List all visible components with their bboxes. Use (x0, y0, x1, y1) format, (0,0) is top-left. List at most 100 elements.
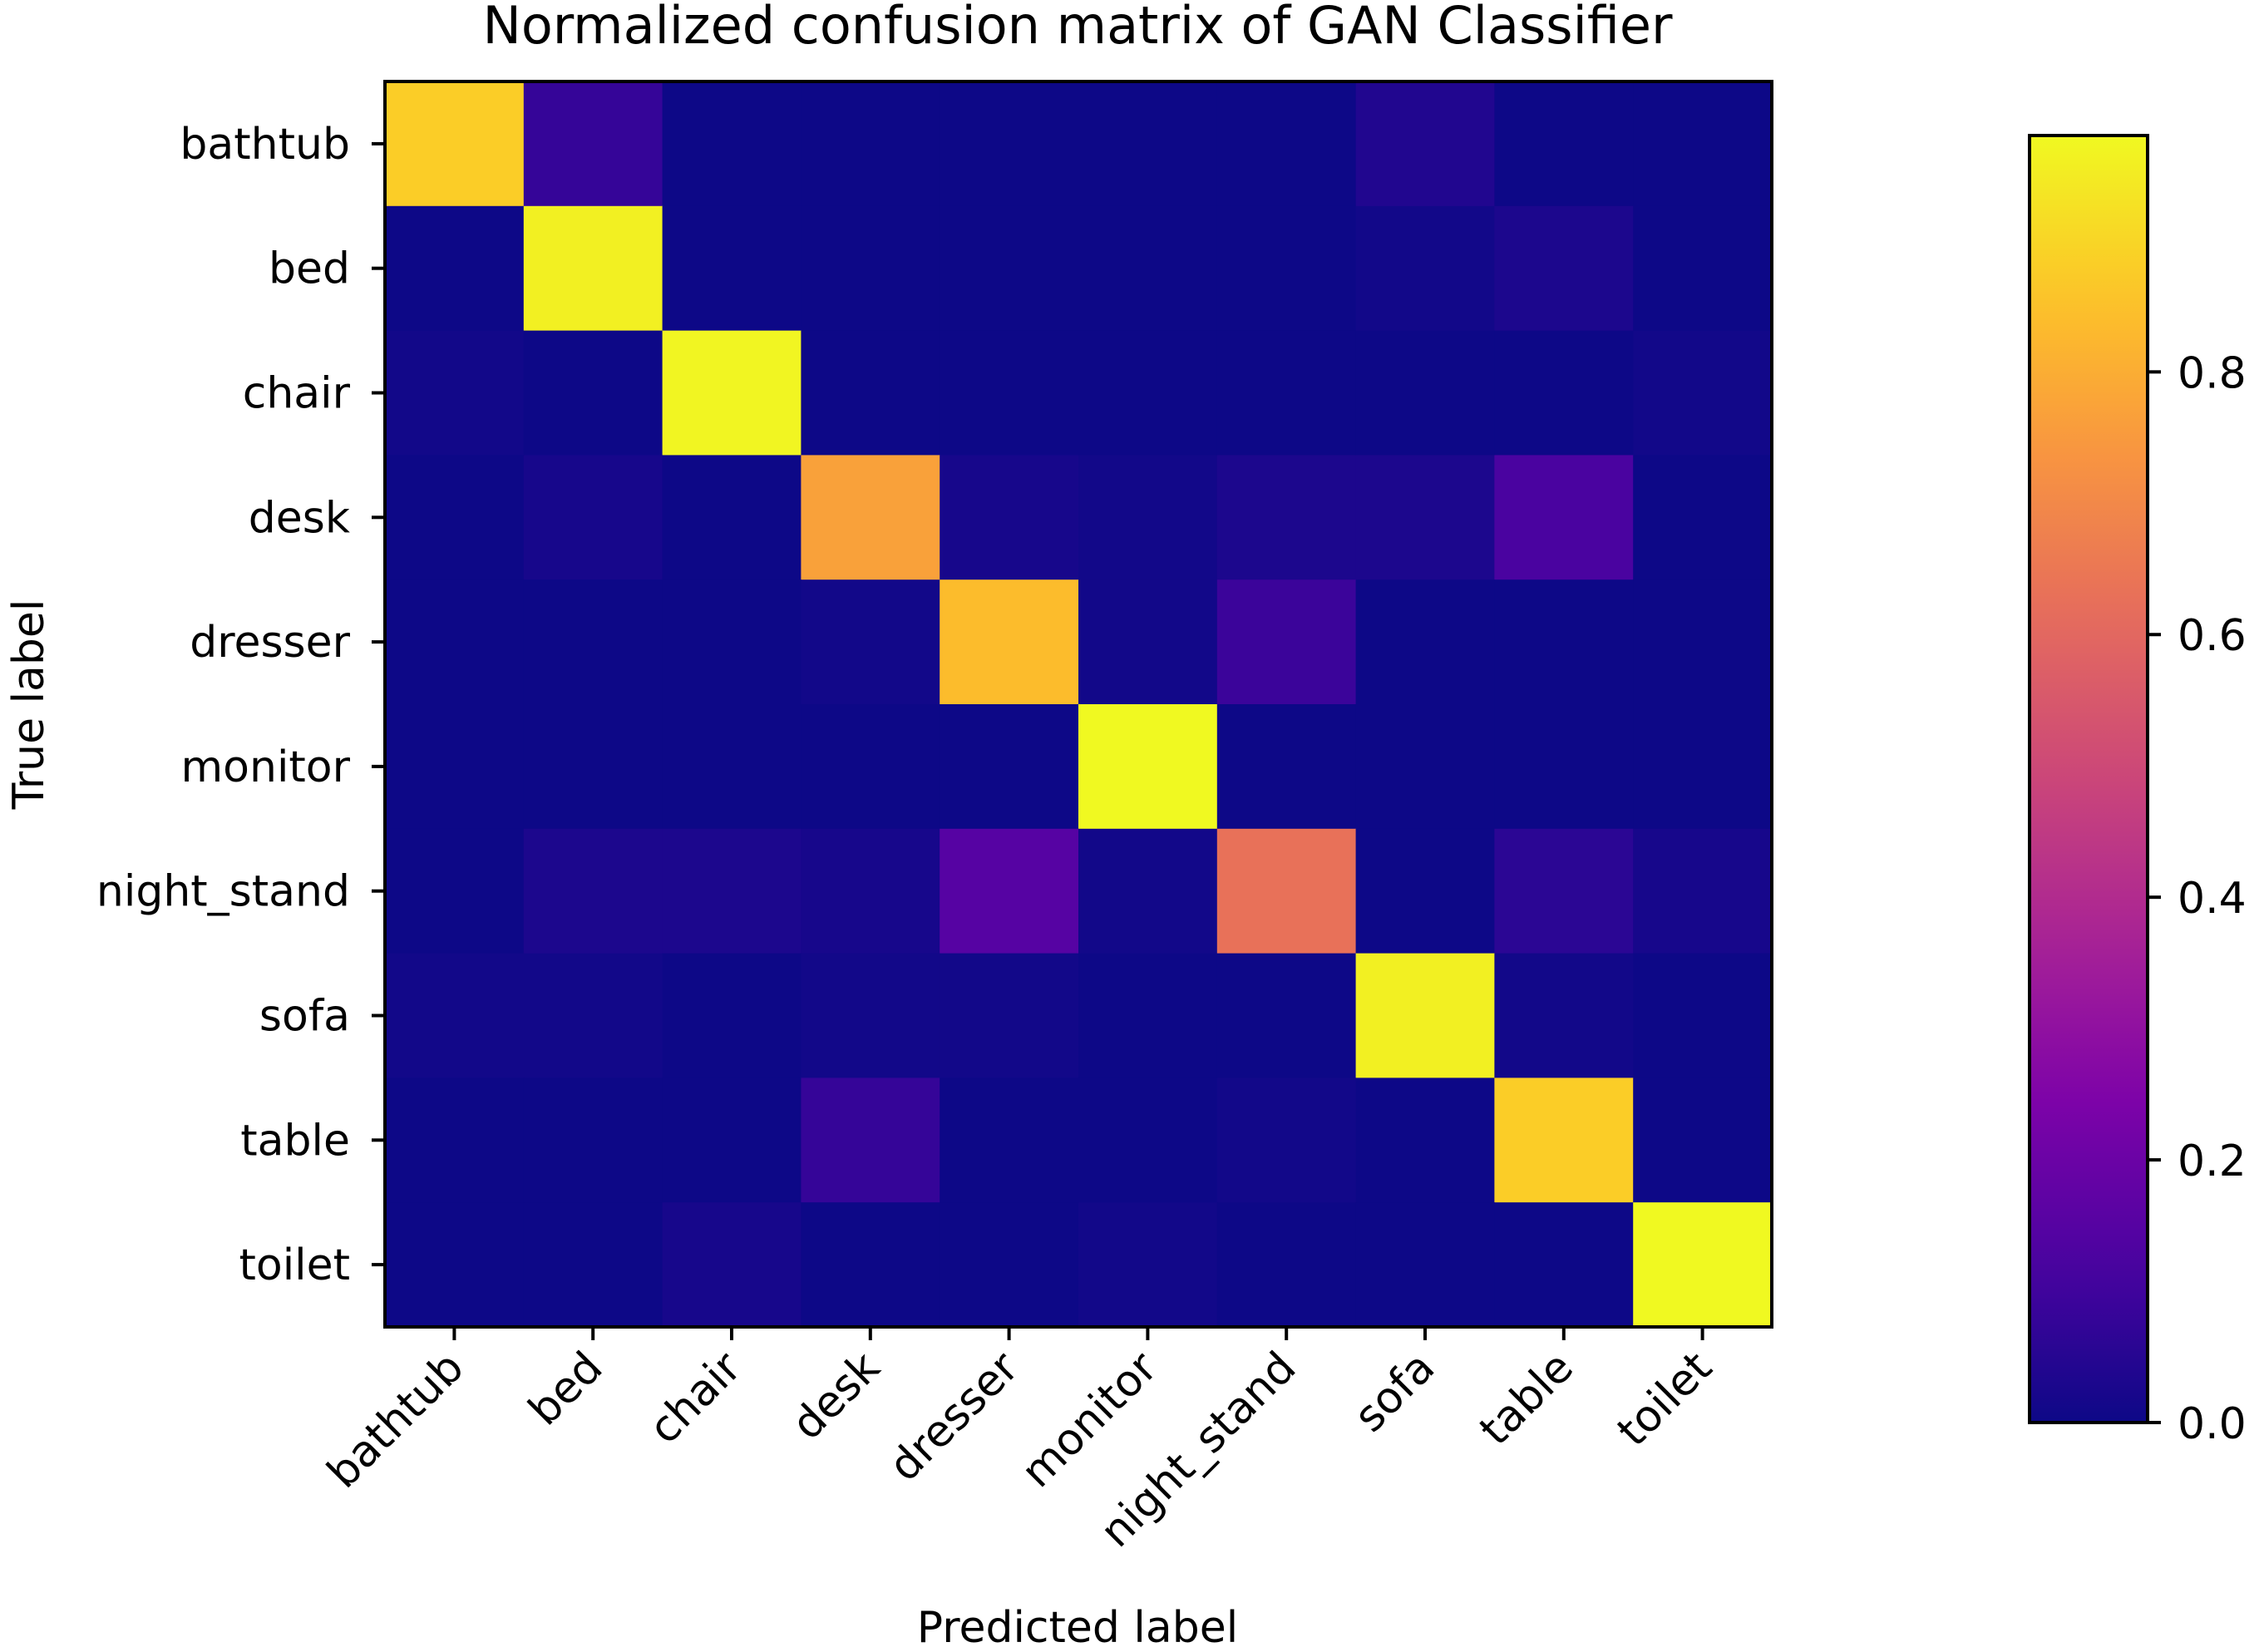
heatmap-cell (1216, 1077, 1357, 1203)
heatmap-cell (1078, 1202, 1218, 1328)
heatmap-cell (523, 1202, 663, 1328)
heatmap-cell (385, 81, 525, 207)
x-tick-label: chair (639, 1342, 751, 1453)
heatmap-cell (1355, 330, 1495, 456)
heatmap-cell (1355, 1202, 1495, 1328)
heatmap-cell (1633, 579, 1773, 705)
x-tick-label: toilet (1608, 1343, 1722, 1457)
heatmap-cell (801, 205, 940, 332)
heatmap-cell (801, 81, 940, 207)
colorbar-frame (2028, 134, 2149, 1424)
heatmap-cell (1078, 704, 1218, 830)
x-tick-label: table (1470, 1343, 1583, 1456)
heatmap-cell (523, 205, 663, 332)
heatmap-cell (1078, 205, 1218, 332)
heatmap-cell (523, 828, 663, 954)
heatmap-cell (523, 953, 663, 1078)
heatmap-cell (1355, 579, 1495, 705)
heatmap-cell (1216, 81, 1357, 207)
heatmap-cell (1216, 828, 1357, 954)
y-tick-label: dresser (190, 618, 350, 668)
heatmap-cell (1216, 953, 1357, 1078)
colorbar-gradient (2030, 136, 2148, 1423)
heatmap-cell (1494, 81, 1634, 207)
heatmap-cell (1633, 81, 1773, 207)
heatmap-cell (1494, 953, 1634, 1078)
y-tick-label: sofa (259, 992, 350, 1042)
heatmap-cell (1633, 1077, 1773, 1203)
heatmap-cell (1494, 1077, 1634, 1203)
heatmap-cell (1078, 953, 1218, 1078)
heatmap-cell (1633, 953, 1773, 1078)
y-tick-label: night_stand (96, 867, 350, 917)
heatmap-cell (1355, 1077, 1495, 1203)
heatmap-cell (1633, 205, 1773, 332)
heatmap-cell (523, 1077, 663, 1203)
heatmap-cell (1078, 455, 1218, 580)
heatmap-cell (662, 579, 802, 705)
heatmap-cell (1078, 828, 1218, 954)
heatmap-cell (1216, 330, 1357, 456)
heatmap-cell (1494, 828, 1634, 954)
heatmap-cell (940, 81, 1079, 207)
heatmap-cell (1633, 1202, 1773, 1328)
heatmap-cell (940, 455, 1079, 580)
heatmap-cell (801, 579, 940, 705)
heatmap-cell (1078, 330, 1218, 456)
colorbar: 0.0 0.2 0.4 0.6 0.8 (2028, 134, 2247, 1449)
x-axis-ticks: bathtub bed chair deskdressermonitornight_s… (318, 1327, 1722, 1557)
heatmap-cell (1494, 704, 1634, 830)
colorbar-tick-label: 0.4 (2178, 874, 2247, 924)
heatmap-cell (523, 330, 663, 456)
y-tick-label: toilet (239, 1240, 350, 1290)
heatmap-cell (801, 1077, 940, 1203)
colorbar-tick-label: 0.8 (2178, 348, 2247, 398)
heatmap-cell (1216, 1202, 1357, 1328)
colorbar-tick-label: 0.0 (2178, 1399, 2247, 1449)
x-tick-label: bathtub (318, 1343, 474, 1498)
heatmap-cell (385, 579, 525, 705)
heatmap-cell (1078, 81, 1218, 207)
heatmap-cell (1355, 205, 1495, 332)
x-tick-label: desk (782, 1343, 890, 1450)
y-tick-label: monitor (181, 742, 351, 792)
y-axis-label: True label (4, 599, 54, 811)
heatmap-cell (523, 704, 663, 830)
heatmap-cell (801, 455, 940, 580)
heatmap-cell (385, 1077, 525, 1203)
x-tick-label: dresser (880, 1342, 1028, 1491)
heatmap-cell (801, 953, 940, 1078)
colorbar-tick-label: 0.2 (2178, 1137, 2247, 1186)
colorbar-tick-label: 0.6 (2178, 611, 2247, 661)
heatmap-cell (385, 828, 525, 954)
heatmap-cell (1078, 579, 1218, 705)
heatmap-cell (1494, 455, 1634, 580)
heatmap-cell (1355, 953, 1495, 1078)
heatmap-cell (1216, 704, 1357, 830)
heatmap-cell (801, 1202, 940, 1328)
x-axis-label: Predicted label (917, 1603, 1238, 1652)
heatmap-cell (940, 330, 1079, 456)
heatmap-cell (1494, 579, 1634, 705)
heatmap-cell (662, 704, 802, 830)
heatmap-cell (1494, 330, 1634, 456)
heatmap-cell (1078, 1077, 1218, 1203)
colorbar-ticks: 0.0 0.2 0.4 0.6 0.8 (2148, 348, 2247, 1449)
heatmap-cells (385, 81, 1773, 1328)
chart-title: Normalized confusion matrix of GAN Class… (482, 0, 1673, 56)
heatmap-cell (940, 828, 1079, 954)
heatmap-cell (801, 704, 940, 830)
heatmap-cell (385, 455, 525, 580)
y-tick-label: bathtub (180, 120, 350, 170)
heatmap-cell (1216, 455, 1357, 580)
heatmap-cell (662, 1077, 802, 1203)
heatmap-cell (1633, 828, 1773, 954)
heatmap-cell (662, 953, 802, 1078)
heatmap-cell (662, 81, 802, 207)
y-tick-label: bed (269, 244, 350, 294)
heatmap-cell (1633, 704, 1773, 830)
heatmap-cell (1355, 81, 1495, 207)
heatmap-cell (385, 1202, 525, 1328)
heatmap-cell (801, 828, 940, 954)
